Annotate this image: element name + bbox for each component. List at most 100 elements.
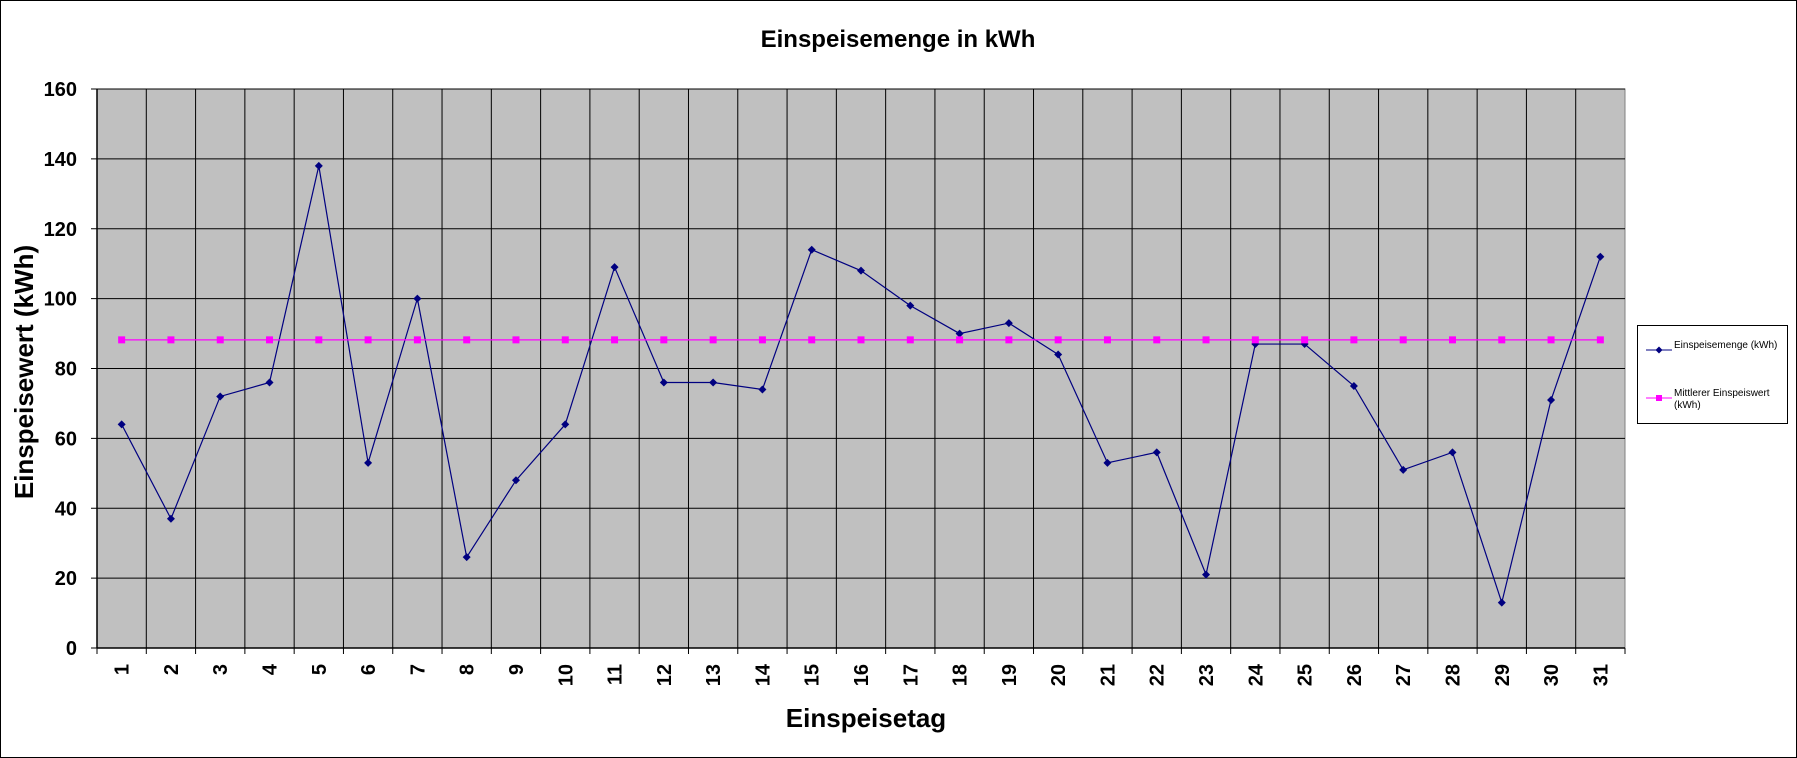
data-point-series-1 bbox=[1152, 448, 1161, 457]
x-tick-label: 13 bbox=[703, 664, 725, 686]
data-point-series-2 bbox=[906, 336, 914, 344]
data-point-series-2 bbox=[1350, 336, 1358, 344]
data-point-series-1 bbox=[857, 266, 865, 275]
x-tick-label: 1 bbox=[112, 664, 134, 675]
x-tick-label: 2 bbox=[161, 664, 183, 675]
data-point-series-1 bbox=[117, 420, 126, 429]
data-point-series-1 bbox=[216, 392, 225, 401]
x-tick-label: 26 bbox=[1344, 664, 1366, 686]
y-tick-label: 160 bbox=[44, 79, 77, 101]
legend-swatch-series-2 bbox=[1646, 395, 1672, 401]
data-point-series-2 bbox=[1054, 336, 1062, 344]
data-point-series-2 bbox=[1547, 336, 1555, 344]
data-point-series-1 bbox=[1497, 598, 1506, 607]
data-point-series-1 bbox=[511, 476, 520, 485]
data-point-series-1 bbox=[314, 161, 323, 170]
data-point-series-2 bbox=[1301, 336, 1309, 344]
x-tick-label: 27 bbox=[1393, 664, 1415, 686]
legend-label-series-2: Mittlerer Einspeiswert (kWh) bbox=[1674, 388, 1770, 411]
data-point-series-1 bbox=[906, 301, 915, 310]
legend-swatch-series-1 bbox=[1646, 346, 1672, 354]
data-point-series-2 bbox=[1251, 336, 1259, 344]
x-tick-label: 23 bbox=[1196, 664, 1218, 686]
data-point-series-1 bbox=[1103, 458, 1112, 467]
x-tick-label: 21 bbox=[1097, 664, 1119, 686]
x-tick-label: 10 bbox=[555, 664, 577, 686]
y-tick-label: 40 bbox=[55, 498, 77, 520]
x-tick-label: 24 bbox=[1245, 663, 1267, 686]
data-point-series-1 bbox=[462, 553, 471, 562]
data-point-series-1 bbox=[1399, 465, 1408, 474]
data-point-series-1 bbox=[265, 378, 274, 387]
data-point-series-1 bbox=[166, 514, 175, 523]
data-point-series-1 bbox=[610, 263, 619, 272]
data-point-series-2 bbox=[364, 336, 372, 344]
data-point-series-2 bbox=[709, 336, 717, 344]
data-point-series-2 bbox=[1202, 336, 1210, 344]
data-point-series-1 bbox=[1202, 570, 1211, 579]
data-point-series-2 bbox=[1498, 336, 1506, 344]
x-tick-label: 14 bbox=[752, 663, 774, 686]
data-point-series-1 bbox=[364, 458, 373, 467]
data-point-series-2 bbox=[118, 336, 126, 344]
y-tick-label: 100 bbox=[44, 289, 77, 311]
data-point-series-2 bbox=[1399, 336, 1407, 344]
x-tick-label: 17 bbox=[900, 664, 922, 686]
data-point-series-2 bbox=[857, 336, 865, 344]
data-point-series-1 bbox=[1004, 319, 1013, 328]
data-point-series-2 bbox=[167, 336, 175, 344]
data-point-series-1 bbox=[1054, 350, 1063, 359]
x-tick-label: 6 bbox=[358, 664, 380, 675]
data-point-series-1 bbox=[807, 245, 816, 254]
data-point-series-2 bbox=[512, 336, 520, 344]
data-point-series-2 bbox=[216, 336, 224, 344]
y-axis-title: Einspeisewert (kWh) bbox=[9, 245, 39, 499]
y-tick-label: 60 bbox=[55, 428, 77, 450]
data-point-series-1 bbox=[1596, 252, 1605, 261]
x-tick-label: 11 bbox=[605, 664, 627, 685]
data-point-series-1 bbox=[1448, 448, 1457, 457]
data-point-series-1 bbox=[758, 385, 767, 394]
x-tick-label: 8 bbox=[457, 664, 479, 675]
data-point-series-2 bbox=[758, 336, 766, 344]
chart-title: Einspeisemenge in kWh bbox=[761, 26, 1036, 53]
x-tick-label: 12 bbox=[654, 664, 676, 686]
data-point-series-2 bbox=[1153, 336, 1161, 344]
y-tick-label: 140 bbox=[44, 149, 77, 171]
data-point-series-2 bbox=[463, 336, 471, 344]
data-point-series-1 bbox=[561, 420, 570, 429]
y-tick-label: 20 bbox=[55, 568, 77, 590]
x-axis-title: Einspeisetag bbox=[786, 703, 946, 733]
data-point-series-1 bbox=[709, 378, 718, 387]
data-point-series-2 bbox=[1005, 336, 1013, 344]
data-point-series-1 bbox=[955, 329, 964, 338]
x-tick-label: 9 bbox=[506, 664, 528, 675]
x-tick-label: 29 bbox=[1492, 664, 1514, 686]
x-tick-label: 28 bbox=[1442, 664, 1464, 686]
data-point-series-2 bbox=[660, 336, 668, 344]
data-point-series-2 bbox=[1596, 336, 1604, 344]
x-tick-label: 7 bbox=[407, 664, 429, 675]
data-point-series-2 bbox=[413, 336, 421, 344]
x-tick-label: 16 bbox=[851, 664, 873, 686]
x-tick-label: 25 bbox=[1295, 664, 1317, 686]
x-tick-label: 20 bbox=[1048, 664, 1070, 686]
data-point-series-2 bbox=[808, 336, 816, 344]
x-tick-label: 15 bbox=[802, 664, 824, 686]
data-point-series-2 bbox=[315, 336, 323, 344]
data-point-series-1 bbox=[1547, 395, 1556, 404]
y-tick-label: 80 bbox=[55, 359, 77, 381]
legend-label-series-1: Einspeisemenge (kWh) bbox=[1674, 340, 1778, 351]
x-tick-label: 30 bbox=[1541, 664, 1563, 686]
data-point-series-1 bbox=[1349, 381, 1358, 390]
data-point-series-2 bbox=[1448, 336, 1456, 344]
data-point-series-2 bbox=[266, 336, 274, 344]
x-tick-label: 5 bbox=[309, 664, 331, 675]
legend: Einspeisemenge (kWh) Mittlerer Einspeisw… bbox=[1637, 325, 1788, 424]
data-point-series-1 bbox=[659, 378, 668, 387]
y-tick-label: 120 bbox=[44, 219, 77, 241]
x-tick-label: 31 bbox=[1590, 664, 1612, 686]
x-tick-label: 22 bbox=[1147, 664, 1169, 686]
